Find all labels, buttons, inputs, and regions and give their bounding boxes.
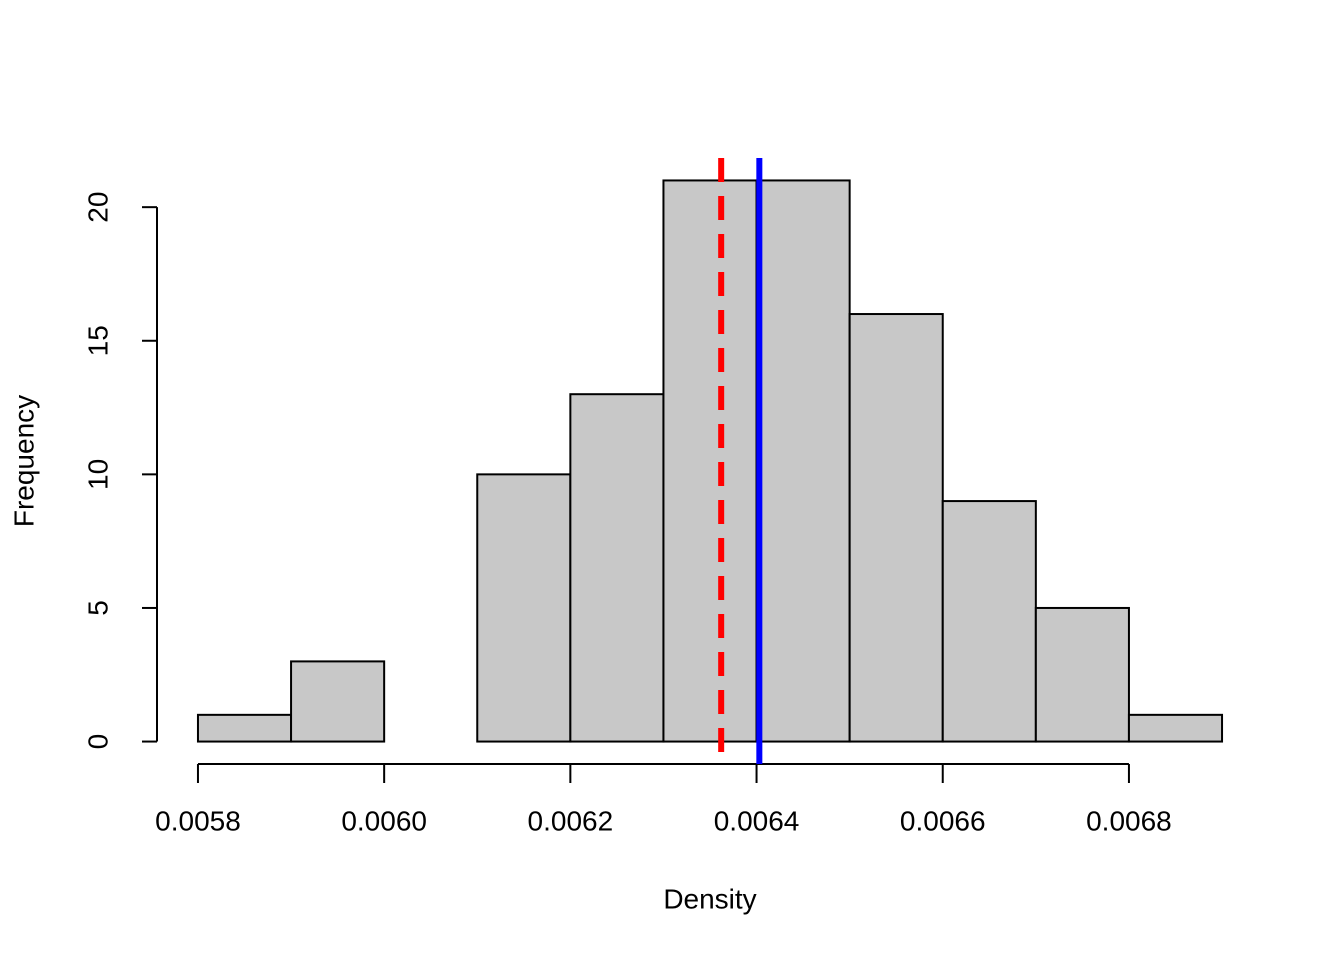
bar (755, 179, 851, 743)
y-tick-label: 5 (82, 600, 113, 616)
x-tick-label: 0.0064 (714, 805, 800, 836)
bar (196, 713, 293, 743)
x-tick-label: 0.0060 (341, 805, 427, 836)
bar (1127, 713, 1224, 743)
y-tick-label: 0 (82, 734, 113, 750)
bar (569, 393, 665, 743)
bar (848, 313, 944, 743)
y-tick-label: 20 (82, 192, 113, 223)
bar (476, 473, 572, 743)
x-tick-label: 0.0068 (1086, 805, 1172, 836)
bar (941, 500, 1037, 743)
bar (290, 660, 386, 743)
x-tick-label: 0.0066 (900, 805, 986, 836)
x-tick-label: 0.0058 (155, 805, 241, 836)
y-tick-label: 15 (82, 325, 113, 356)
bar (662, 179, 758, 743)
y-axis-title: Frequency (8, 395, 39, 527)
x-tick-label: 0.0062 (528, 805, 614, 836)
y-tick-label: 10 (82, 459, 113, 490)
bar (1034, 606, 1130, 743)
x-axis-title: Density (663, 883, 756, 914)
